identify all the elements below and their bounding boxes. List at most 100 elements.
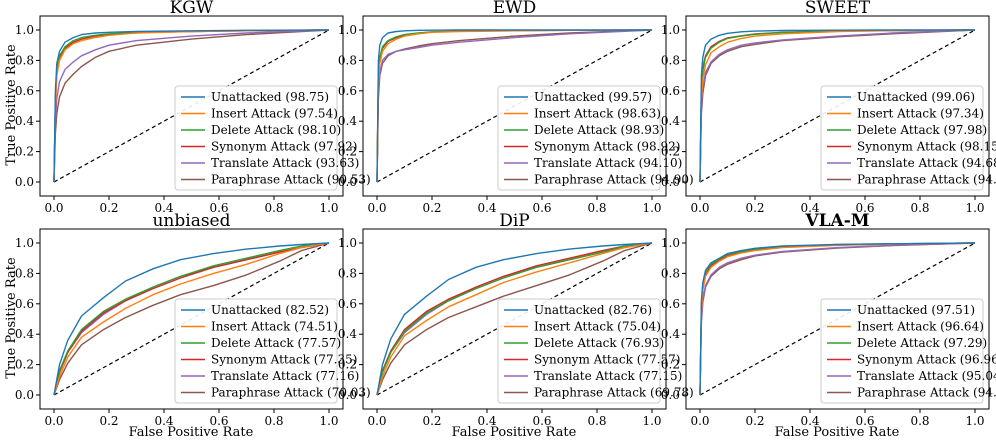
legend-entry: Paraphrase Attack (69.78): [534, 386, 694, 400]
legend-entry: Unattacked (82.52): [211, 303, 329, 317]
roc-curve-unattacked: [376, 29, 652, 183]
x-tick-label: 0.6: [209, 201, 228, 215]
roc-curve-translate: [376, 29, 653, 183]
x-tick-label: 0.0: [690, 414, 709, 428]
chart-title: KGW: [170, 0, 214, 18]
y-tick-label: 0.6: [661, 84, 680, 98]
x-tick-label: 0.4: [800, 201, 819, 215]
x-tick-label: 1.0: [642, 414, 661, 428]
x-tick-label: 0.6: [209, 414, 228, 428]
legend-box: [174, 85, 338, 191]
roc-curve-paraphrase: [53, 242, 330, 396]
x-axis-label: False Positive Rate: [775, 425, 900, 440]
x-tick-label: 0.8: [910, 201, 929, 215]
legend: Unattacked (99.57) Insert Attack (98.63) D…: [497, 85, 694, 191]
roc-curve-unattacked: [699, 29, 975, 183]
x-tick-label: 0.6: [532, 414, 551, 428]
y-tick-label: 0.2: [338, 358, 357, 372]
roc-curve-insert: [699, 29, 976, 183]
y-tick-label: 0.0: [15, 175, 34, 189]
plot-frame: [39, 228, 344, 410]
y-tick-label: 0.8: [338, 266, 357, 280]
y-tick-label: 0.0: [15, 388, 34, 402]
x-tick-label: 0.8: [587, 201, 606, 215]
legend-entry: Translate Attack (94.10): [534, 156, 682, 170]
legend-entry: Unattacked (97.51): [857, 303, 975, 317]
y-tick-label: 0.2: [15, 145, 34, 159]
x-tick-label: 0.2: [422, 201, 441, 215]
legend-entry: Paraphrase Attack (94.08): [857, 173, 996, 187]
legend-entry: Unattacked (99.57): [534, 90, 652, 104]
x-tick-label: 0.6: [855, 201, 874, 215]
roc-panel: SWEET 0.0 0.2 0.4 0.6 0.8 1.0 0.0 0.2 0.4 0.6 0.8 1.…: [661, 0, 996, 215]
y-tick-label: 0.6: [15, 297, 34, 311]
legend: Unattacked (98.75) Insert Attack (97.54) D…: [174, 85, 371, 191]
roc-curve-insert: [53, 242, 330, 396]
x-axis-label: False Positive Rate: [129, 425, 254, 440]
legend-entry: Delete Attack (97.98): [857, 123, 987, 137]
y-tick-label: 1.0: [661, 23, 680, 37]
legend-entry: Paraphrase Attack (94.90): [534, 173, 694, 187]
x-tick-label: 0.0: [367, 201, 386, 215]
chart-title: VLA-M: [804, 211, 869, 231]
roc-curve-unattacked: [699, 242, 976, 396]
roc-curve-unattacked: [53, 29, 330, 183]
legend-entry: Paraphrase Attack (70.03): [211, 386, 371, 400]
x-tick-label: 0.0: [367, 414, 386, 428]
y-axis-label: True Positive Rate: [4, 44, 19, 166]
y-tick-label: 0.8: [661, 53, 680, 67]
x-axis-label: False Positive Rate: [452, 425, 577, 440]
x-tick-label: 0.8: [264, 414, 283, 428]
x-tick-label: 0.4: [154, 414, 173, 428]
x-tick-label: 0.4: [154, 201, 173, 215]
x-tick-label: 0.8: [264, 201, 283, 215]
legend-box: [820, 298, 984, 404]
y-tick-label: 0.6: [15, 84, 34, 98]
legend-entry: Insert Attack (74.51): [211, 320, 338, 334]
legend: Unattacked (82.76) Insert Attack (75.04) D…: [497, 298, 694, 404]
legend: Unattacked (97.51) Insert Attack (96.64) D…: [820, 298, 996, 404]
x-tick-label: 1.0: [965, 201, 984, 215]
y-tick-label: 0.8: [338, 53, 357, 67]
legend-entry: Delete Attack (77.57): [211, 336, 341, 350]
y-tick-label: 0.2: [15, 358, 34, 372]
x-tick-label: 0.6: [532, 201, 551, 215]
y-tick-label: 0.0: [661, 175, 680, 189]
y-tick-label: 0.4: [661, 114, 680, 128]
legend-entry: Paraphrase Attack (94.61): [857, 386, 996, 400]
roc-curve-delete: [376, 242, 653, 396]
y-tick-label: 0.2: [661, 145, 680, 159]
roc-panel: VLA-M 0.0 0.2 0.4 0.6 0.8 1.0 0.0 0.2 0.4 0.6 0.8 1.…: [661, 211, 996, 428]
roc-curve-insert: [376, 242, 653, 396]
legend-box: [497, 298, 661, 404]
legend-entry: Unattacked (82.76): [534, 303, 652, 317]
y-tick-label: 0.4: [661, 327, 680, 341]
legend-entry: Synonym Attack (98.15): [857, 140, 996, 154]
x-tick-label: 0.4: [477, 201, 496, 215]
legend-entry: Translate Attack (93.63): [211, 156, 359, 170]
roc-curve-paraphrase: [53, 29, 330, 183]
chart-title: EWD: [493, 0, 537, 18]
plot-frame: [685, 15, 990, 197]
legend-entry: Paraphrase Attack (90.53): [211, 173, 371, 187]
x-tick-label: 0.8: [910, 414, 929, 428]
x-tick-label: 0.6: [855, 414, 874, 428]
y-tick-label: 1.0: [338, 236, 357, 250]
legend-entry: Insert Attack (97.54): [211, 107, 338, 121]
legend-entry: Translate Attack (95.04): [857, 369, 996, 383]
x-tick-label: 0.2: [422, 414, 441, 428]
y-tick-label: 0.8: [15, 266, 34, 280]
legend-entry: Insert Attack (97.34): [857, 107, 984, 121]
y-tick-label: 0.2: [661, 358, 680, 372]
x-tick-label: 0.2: [99, 201, 118, 215]
roc-curve-synonym: [376, 242, 653, 396]
legend-entry: Translate Attack (94.68): [857, 156, 996, 170]
y-tick-label: 0.4: [15, 114, 34, 128]
plot-frame: [39, 15, 344, 197]
legend-entry: Delete Attack (98.10): [211, 123, 341, 137]
x-tick-label: 0.2: [745, 414, 764, 428]
y-tick-label: 1.0: [338, 23, 357, 37]
legend-entry: Delete Attack (76.93): [534, 336, 664, 350]
plot-frame: [685, 228, 990, 410]
